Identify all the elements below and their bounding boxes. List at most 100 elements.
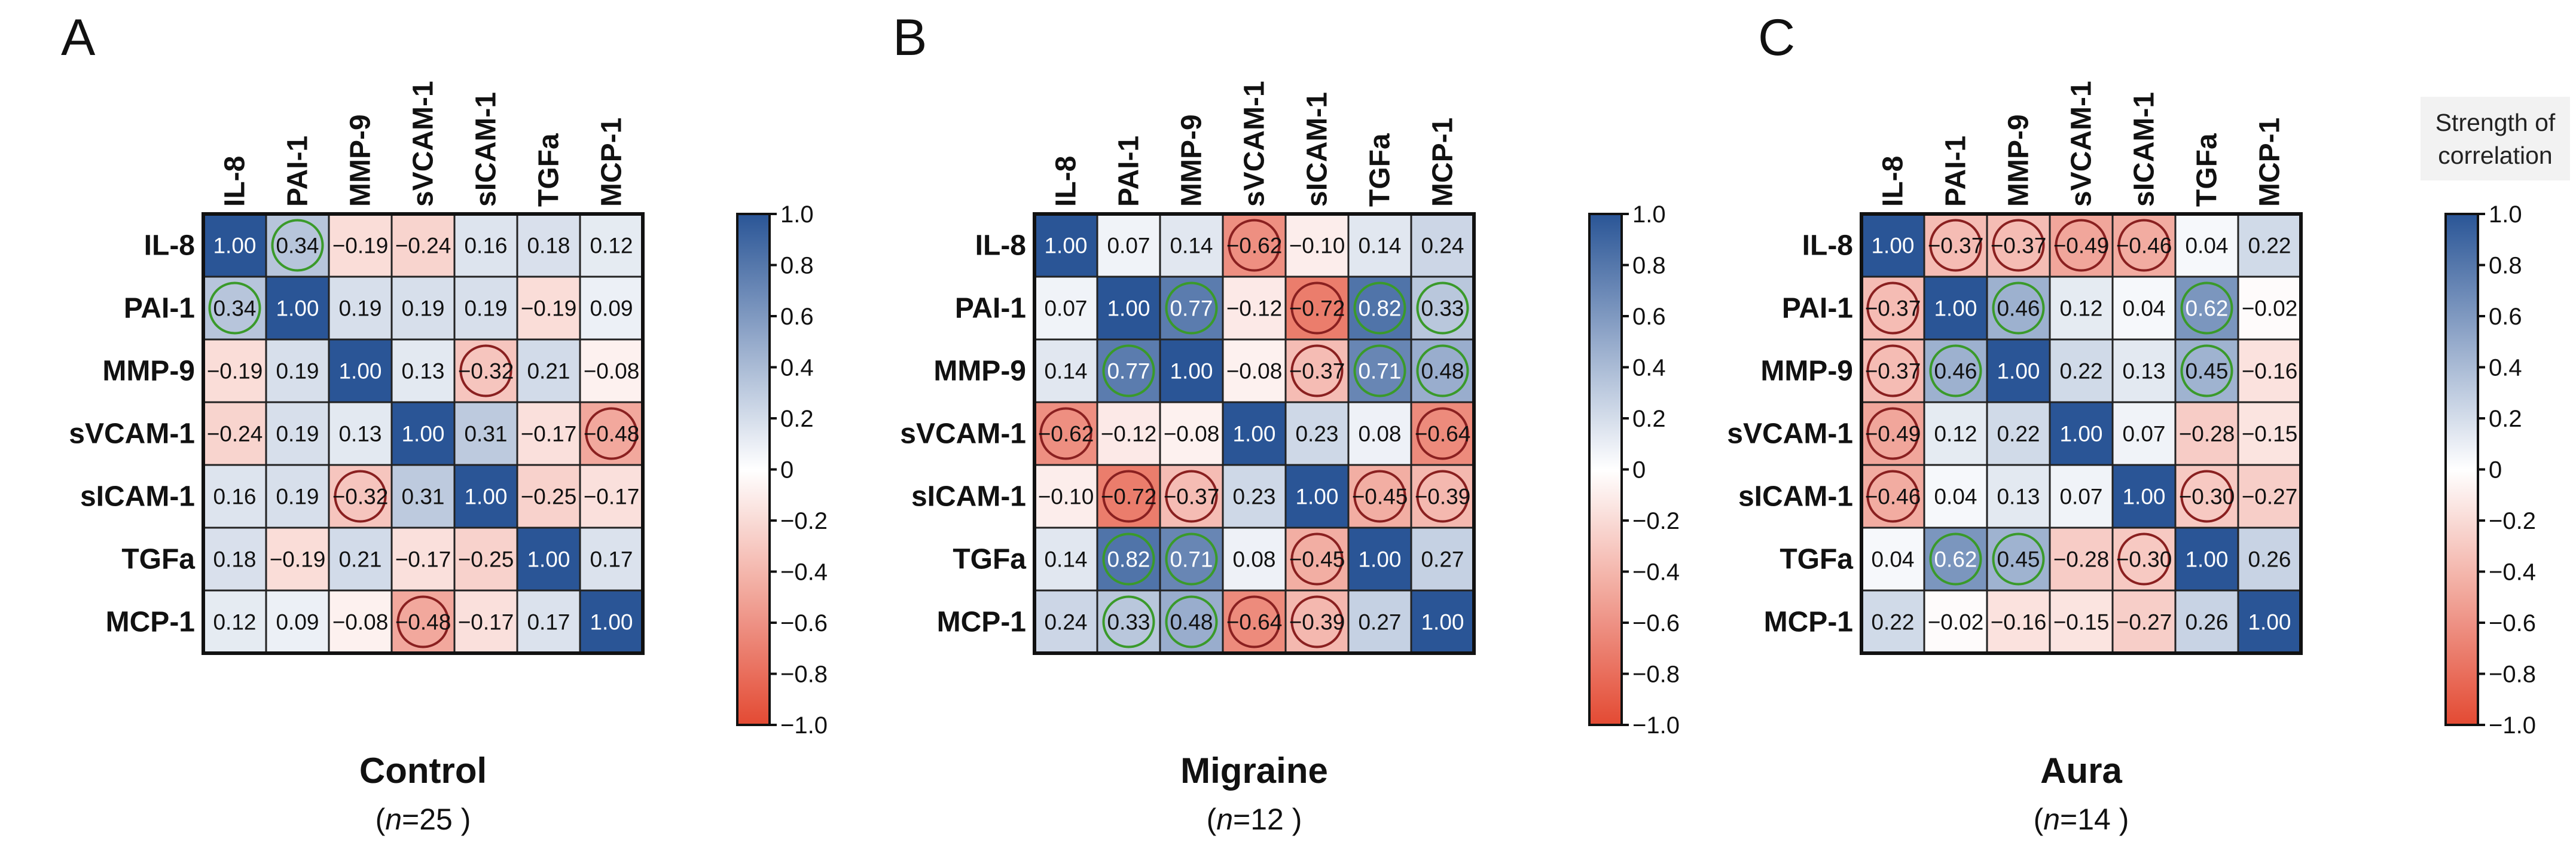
heatmap-cell	[2174, 527, 2239, 592]
heatmap-cell	[1860, 527, 1925, 592]
cell-value-label: 0.24	[1421, 234, 1464, 258]
cell-value-label: −0.45	[1352, 485, 1408, 509]
heatmap-cell	[1986, 589, 2051, 654]
cell-value-label: −0.28	[2179, 422, 2235, 446]
colorbar-tick-label: 0	[2489, 457, 2502, 483]
cell-value-label: 0.23	[1295, 422, 1338, 446]
cell-value-label: 0.21	[338, 547, 381, 572]
cell-value-label: 1.00	[213, 234, 256, 258]
cell-value-label: −0.72	[1101, 485, 1157, 509]
column-label: MMP-9	[1176, 114, 1208, 207]
cell-value-label: 0.19	[276, 485, 319, 509]
colorbar-tick-label: 1.0	[2489, 201, 2522, 228]
heatmap-cell	[328, 338, 393, 403]
cell-value-label: 0.08	[1232, 547, 1275, 572]
cell-value-label: 1.00	[1295, 485, 1338, 509]
heatmap-frame	[202, 212, 645, 655]
heatmap-cell	[265, 527, 330, 592]
cell-value-label: 0.27	[1421, 547, 1464, 572]
significance-circle	[1290, 532, 1344, 586]
cell-value-label: −0.10	[1289, 234, 1345, 258]
heatmap-cell	[2237, 213, 2302, 278]
column-label: MMP-9	[345, 114, 377, 207]
column-label: sVCAM-1	[408, 81, 439, 207]
cell-value-label: −0.16	[2242, 359, 2298, 384]
cell-value-label: 0.09	[590, 296, 633, 321]
significance-circle	[1992, 532, 2045, 586]
column-label: IL-8	[219, 156, 251, 207]
cell-value-label: 0.09	[276, 610, 319, 635]
heatmap-cell	[1347, 464, 1412, 529]
colorbar-tick-label: −0.8	[780, 662, 828, 688]
cell-value-label: 0.26	[2248, 547, 2291, 572]
column-label: sICAM-1	[471, 92, 502, 207]
cell-value-label: 1.00	[401, 422, 444, 446]
cell-value-label: 0.62	[1934, 547, 1977, 572]
cell-value-label: −0.72	[1289, 296, 1345, 321]
significance-circle	[1228, 595, 1281, 648]
heatmap-cell	[2237, 527, 2302, 592]
heatmap-panel-b: B1.00 0.07 0.14 −0.62 −0.10 0.14 0.240.07 1.00 0…	[893, 9, 1680, 836]
panel-subtitle: (n=25 )	[376, 803, 471, 836]
heatmap-cell	[328, 464, 393, 529]
heatmap-cell	[2237, 338, 2302, 403]
heatmap-cell	[328, 276, 393, 341]
cell-value-label: 0.22	[1871, 610, 1914, 635]
cell-value-label: 0.16	[464, 234, 507, 258]
cell-value-label: 0.33	[1107, 610, 1150, 635]
significance-circle	[271, 219, 324, 272]
cell-value-label: 0.77	[1170, 296, 1213, 321]
significance-circle	[208, 281, 261, 335]
heatmap-panel-a: A1.00 0.34 −0.19 −0.24 0.16 0.18 0.120.34 1.00 0…	[61, 9, 828, 836]
column-label: MCP-1	[1427, 118, 1459, 207]
cell-value-label: 0.04	[1934, 485, 1977, 509]
row-label: sVCAM-1	[900, 418, 1026, 450]
cell-value-label: −0.17	[584, 485, 640, 509]
cell-value-label: 0.23	[1232, 485, 1275, 509]
colorbar-tick-label: −0.4	[780, 559, 828, 586]
cell-value-label: 0.07	[1107, 234, 1150, 258]
heatmap-cell	[516, 401, 581, 466]
heatmap-cell	[1284, 401, 1350, 466]
cell-value-label: −0.08	[584, 359, 640, 384]
colorbar-tick-label: −0.2	[2489, 508, 2536, 534]
cell-value-label: 1.00	[1871, 234, 1914, 258]
significance-circle	[2180, 344, 2233, 397]
cell-value-label: 0.04	[2122, 296, 2165, 321]
panel-letter: A	[61, 9, 96, 66]
cell-value-label: 0.24	[1044, 610, 1087, 635]
cell-value-label: 0.21	[527, 359, 570, 384]
heatmap-cell	[453, 338, 518, 403]
significance-circle	[1416, 281, 1469, 335]
row-label: IL-8	[144, 230, 195, 262]
cell-value-label: 0.14	[1044, 359, 1087, 384]
column-label: TGFa	[1365, 133, 1396, 207]
legend-note-box	[2421, 97, 2570, 180]
cell-value-label: 0.46	[1934, 359, 1977, 384]
cell-value-label: 1.00	[527, 547, 570, 572]
significance-circle	[1165, 281, 1218, 335]
heatmap-cell	[2049, 338, 2114, 403]
significance-circle	[585, 407, 638, 460]
heatmap-cell	[328, 589, 393, 654]
heatmap-cell	[1410, 213, 1475, 278]
row-label: MMP-9	[102, 356, 195, 387]
heatmap-frame	[1033, 212, 1476, 655]
significance-circle	[2117, 219, 2171, 272]
cell-value-label: −0.37	[1991, 234, 2047, 258]
cell-value-label: −0.17	[458, 610, 514, 635]
colorbar	[1588, 213, 1623, 726]
cell-value-label: 1.00	[1421, 610, 1464, 635]
row-label: TGFa	[953, 544, 1026, 576]
cell-value-label: −0.37	[1289, 359, 1345, 384]
cell-value-label: 0.07	[1044, 296, 1087, 321]
column-label: PAI-1	[1940, 136, 1972, 207]
heatmap-cell	[1923, 213, 1988, 278]
row-label: PAI-1	[955, 293, 1026, 325]
cell-value-label: 0.07	[2122, 422, 2165, 446]
heatmap-cell	[2111, 401, 2177, 466]
cell-value-label: 1.00	[2122, 485, 2165, 509]
column-label: TGFa	[2192, 133, 2223, 207]
heatmap-cell	[1347, 338, 1412, 403]
cell-value-label: 0.19	[401, 296, 444, 321]
